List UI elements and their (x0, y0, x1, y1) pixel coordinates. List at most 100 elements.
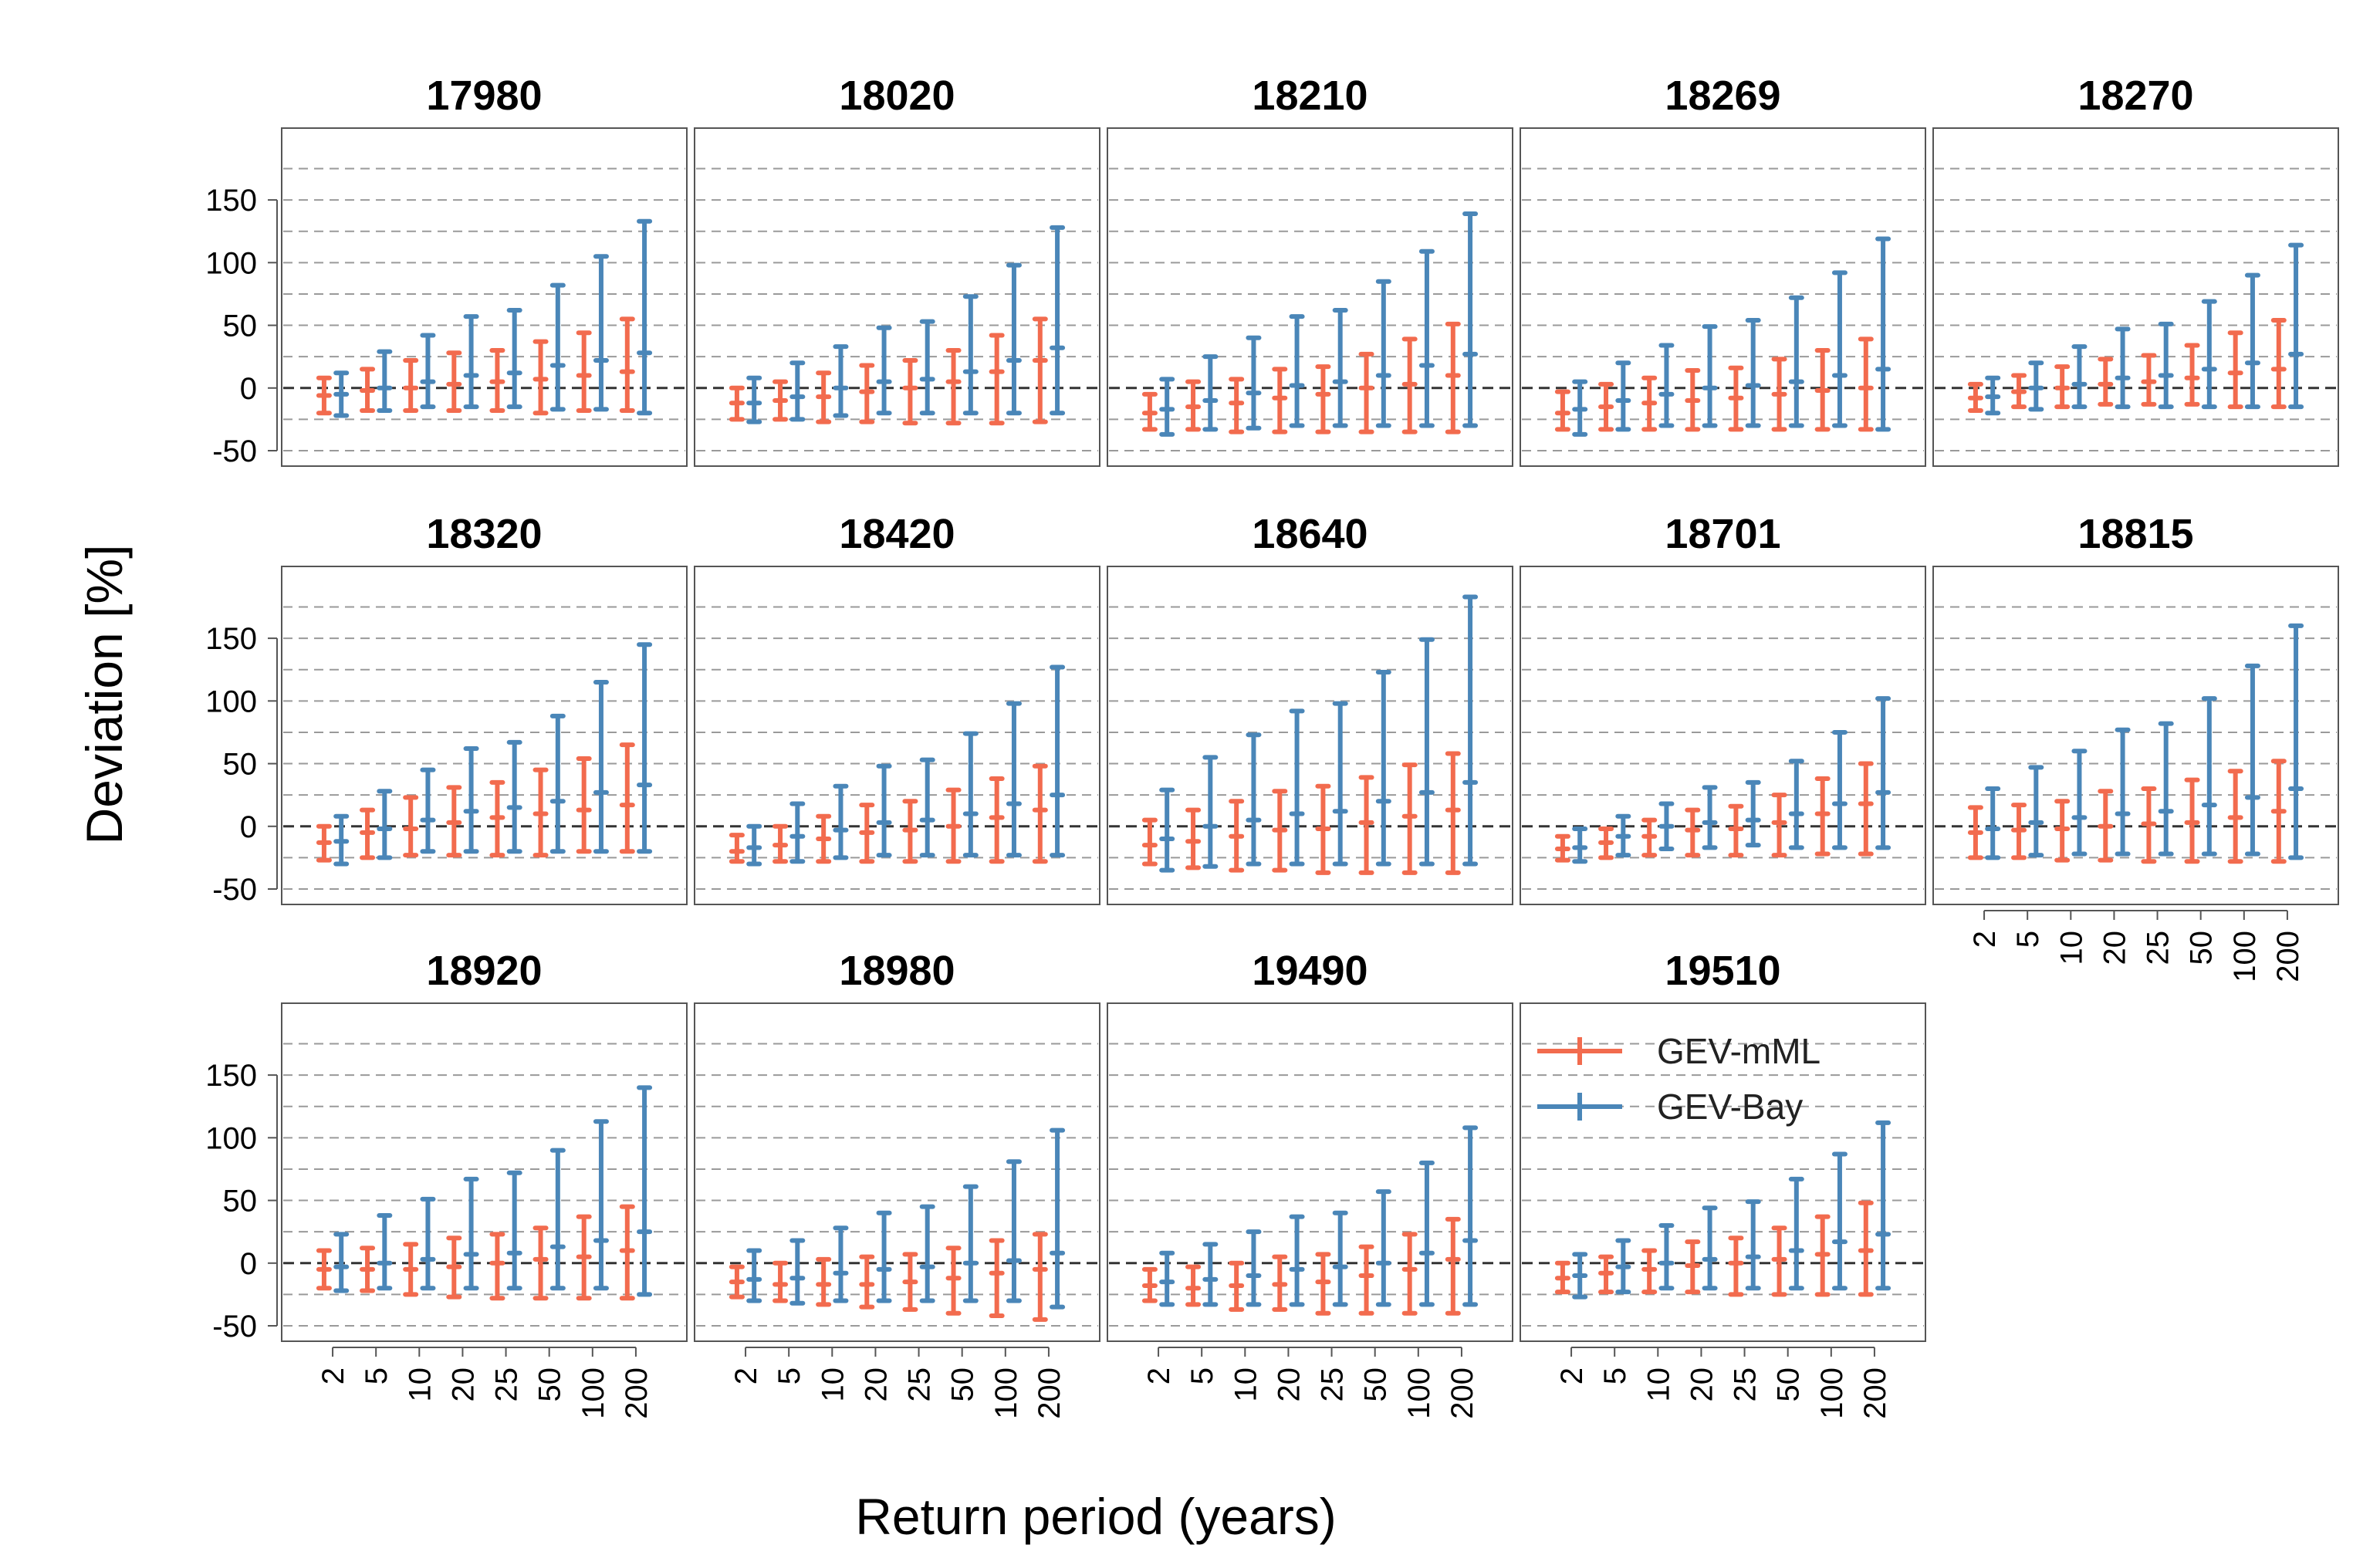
errorbar-GEV-Bay-200 (1462, 594, 1479, 867)
errorbar-GEV-Bay-100 (1831, 729, 1848, 850)
errorbar-GEV-Bay-20 (463, 314, 479, 410)
errorbar-GEV-Bay-10 (2071, 749, 2088, 857)
errorbar-GEV-mML-50 (532, 339, 549, 416)
y-tick-label: 0 (240, 1247, 257, 1281)
errorbar-GEV-Bay-2 (1159, 787, 1175, 873)
errorbar-GEV-mML-20 (2098, 357, 2114, 407)
errorbar-GEV-Bay-50 (962, 294, 979, 416)
errorbar-GEV-Bay-25 (919, 319, 935, 416)
errorbar-GEV-Bay-200 (1875, 1120, 1891, 1291)
x-tick-label: 100 (576, 1367, 610, 1419)
y-tick-label: 50 (223, 748, 258, 782)
errorbar-GEV-Bay-5 (1615, 813, 1631, 858)
errorbar-GEV-mML-10 (1641, 817, 1658, 858)
errorbar-GEV-mML-20 (1685, 807, 1701, 858)
errorbar-GEV-mML-100 (989, 333, 1005, 426)
errorbar-GEV-Bay-10 (1658, 801, 1675, 852)
errorbar-GEV-Bay-50 (1375, 669, 1391, 867)
errorbar-GEV-Bay-25 (1745, 779, 1761, 848)
errorbar-GEV-mML-10 (816, 813, 832, 864)
errorbar-GEV-mML-2 (1141, 391, 1158, 432)
panel-title: 19490 (1252, 948, 1367, 994)
errorbar-GEV-Bay-200 (1050, 664, 1066, 858)
panel-18815: 18815 2 5 10 20 25 50 100 200 (1932, 511, 2339, 982)
errorbar-GEV-mML-100 (1814, 776, 1831, 857)
errorbar-GEV-Bay-20 (1289, 314, 1305, 428)
errorbar-GEV-mML-10 (1229, 377, 1245, 434)
errorbar-GEV-mML-25 (2141, 786, 2157, 864)
errorbar-GEV-Bay-2 (1572, 379, 1588, 437)
x-tick-label: 100 (1402, 1367, 1436, 1419)
errorbar-GEV-Bay-10 (2071, 344, 2088, 410)
x-tick-label: 50 (2185, 931, 2219, 965)
y-tick-label: 150 (205, 1059, 257, 1093)
errorbar-GEV-Bay-100 (1831, 1151, 1848, 1291)
errorbar-GEV-mML-100 (1814, 1214, 1831, 1297)
errorbar-GEV-mML-20 (859, 803, 875, 864)
errorbar-GEV-Bay-25 (1332, 308, 1348, 428)
errorbar-GEV-mML-5 (1598, 1254, 1614, 1295)
errorbar-GEV-Bay-10 (420, 767, 436, 854)
errorbar-GEV-Bay-50 (549, 1148, 566, 1291)
errorbar-GEV-mML-5 (360, 367, 376, 414)
errorbar-GEV-Bay-2 (333, 813, 350, 867)
errorbar-GEV-Bay-25 (506, 1170, 522, 1291)
errorbar-GEV-Bay-200 (2288, 623, 2304, 860)
errorbar-GEV-Bay-100 (1006, 262, 1022, 416)
errorbar-GEV-mML-20 (1272, 1254, 1288, 1312)
errorbar-GEV-Bay-50 (549, 713, 566, 854)
panel-title: 18320 (426, 511, 542, 557)
panel-18269: 18269 (1520, 73, 1926, 467)
y-axis-label: Deviation [%] (76, 545, 133, 845)
errorbar-GEV-mML-100 (1814, 348, 1831, 432)
errorbar-GEV-Bay-200 (637, 218, 653, 416)
errorbar-GEV-Bay-25 (506, 739, 522, 854)
y-tick-label: 100 (205, 246, 257, 280)
errorbar-GEV-mML-5 (360, 807, 376, 860)
errorbar-GEV-mML-2 (1141, 817, 1158, 867)
errorbar-GEV-Bay-2 (746, 823, 762, 867)
errorbar-GEV-mML-50 (945, 787, 962, 864)
errorbar-GEV-mML-5 (2011, 803, 2027, 860)
errorbar-GEV-Bay-25 (1745, 1199, 1761, 1291)
errorbar-GEV-Bay-20 (876, 1210, 892, 1303)
errorbar-GEV-Bay-50 (962, 1184, 979, 1303)
errorbar-GEV-Bay-20 (2115, 326, 2131, 410)
panel-frame (1520, 1002, 1926, 1342)
x-tick-label: 10 (1641, 1367, 1675, 1402)
errorbar-GEV-mML-200 (2270, 318, 2287, 410)
x-tick-label: 10 (403, 1367, 437, 1402)
errorbar-GEV-Bay-100 (1418, 637, 1435, 867)
errorbar-GEV-mML-25 (489, 348, 505, 414)
x-tick-label: 50 (1772, 1367, 1806, 1402)
y-tick-label: -50 (212, 1310, 257, 1344)
errorbar-GEV-mML-2 (729, 385, 745, 422)
x-tick-label: 200 (1445, 1367, 1479, 1419)
x-tick-label: 5 (1185, 1367, 1219, 1384)
y-tick-label: 100 (205, 1121, 257, 1155)
panel-frame (694, 1002, 1100, 1342)
errorbar-GEV-mML-20 (446, 350, 462, 414)
errorbar-GEV-Bay-10 (833, 783, 849, 860)
errorbar-GEV-mML-100 (989, 1238, 1005, 1319)
errorbar-GEV-mML-200 (1032, 763, 1048, 864)
errorbar-GEV-Bay-50 (1788, 1176, 1804, 1291)
errorbar-GEV-Bay-20 (876, 325, 892, 416)
errorbar-GEV-mML-25 (489, 779, 505, 858)
panel-18210: 18210 (1107, 73, 1513, 467)
errorbar-GEV-mML-50 (945, 1246, 962, 1316)
errorbar-GEV-mML-10 (403, 358, 419, 414)
errorbar-GEV-mML-200 (1858, 336, 1874, 432)
y-tick-label: 100 (205, 685, 257, 718)
panel-title: 18020 (839, 73, 955, 119)
x-tick-label: 10 (2054, 931, 2088, 965)
errorbar-GEV-Bay-25 (919, 757, 935, 858)
errorbar-GEV-mML-50 (2184, 343, 2200, 407)
errorbar-GEV-Bay-50 (2201, 696, 2217, 857)
errorbar-GEV-mML-2 (1967, 805, 1983, 860)
errorbar-GEV-mML-2 (729, 1264, 745, 1300)
panel-title: 18210 (1252, 73, 1367, 119)
panel-18701: 18701 (1520, 511, 1926, 905)
errorbar-GEV-Bay-100 (1418, 248, 1435, 428)
errorbar-GEV-Bay-5 (377, 789, 393, 860)
